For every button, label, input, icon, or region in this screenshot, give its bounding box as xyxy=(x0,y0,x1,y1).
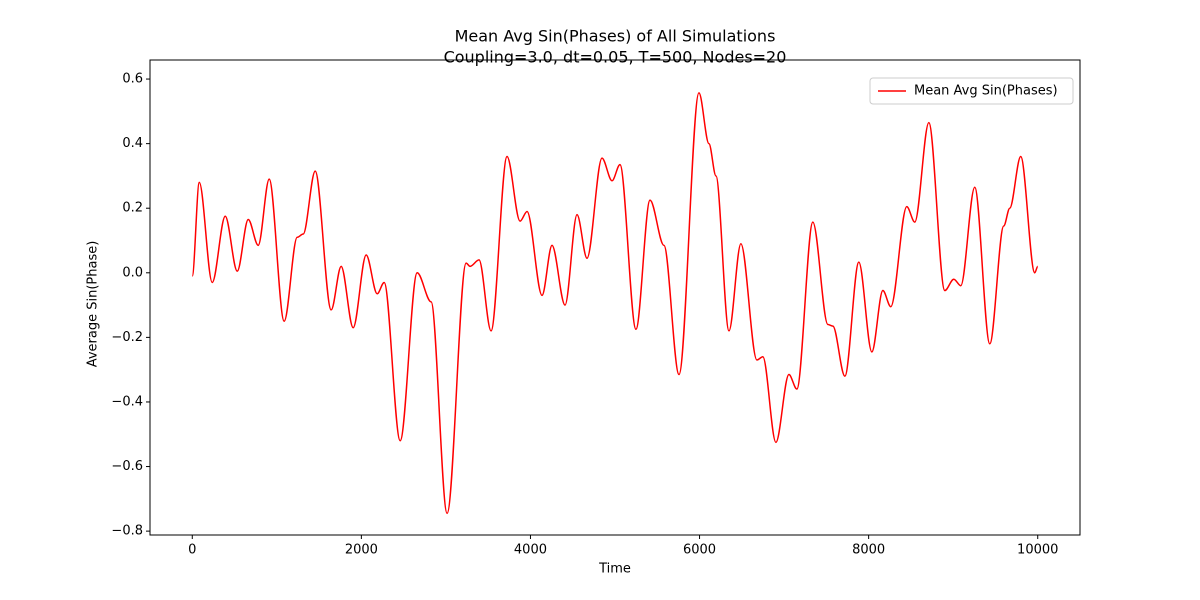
x-tick-label: 4000 xyxy=(514,543,547,558)
y-tick-label: 0.4 xyxy=(122,136,143,151)
chart-subtitle: Coupling=3.0, dt=0.05, T=500, Nodes=20 xyxy=(444,48,787,67)
x-tick-label: 2000 xyxy=(345,543,378,558)
y-tick-label: −0.6 xyxy=(111,459,143,474)
y-axis-label: Average Sin(Phase) xyxy=(86,241,101,368)
legend-box xyxy=(869,77,1074,105)
line-series xyxy=(191,92,1039,515)
chart-title: Mean Avg Sin(Phases) of All Simulations xyxy=(455,27,776,46)
x-tick-label: 0 xyxy=(188,543,196,558)
x-tick-label: 8000 xyxy=(852,543,885,558)
x-tick-label: 10000 xyxy=(1017,543,1058,558)
legend-label: Mean Avg Sin(Phases) xyxy=(914,84,1058,99)
y-tick-label: 0.0 xyxy=(122,265,143,280)
x-tick-label: 6000 xyxy=(683,543,716,558)
plot-frame xyxy=(149,59,1081,536)
y-tick-label: −0.4 xyxy=(111,394,143,409)
x-axis-label: Time xyxy=(598,562,631,577)
y-tick-label: 0.2 xyxy=(122,201,143,216)
y-tick-label: 0.6 xyxy=(122,72,143,87)
y-tick-label: −0.8 xyxy=(111,524,143,539)
y-tick-label: −0.2 xyxy=(111,330,143,345)
